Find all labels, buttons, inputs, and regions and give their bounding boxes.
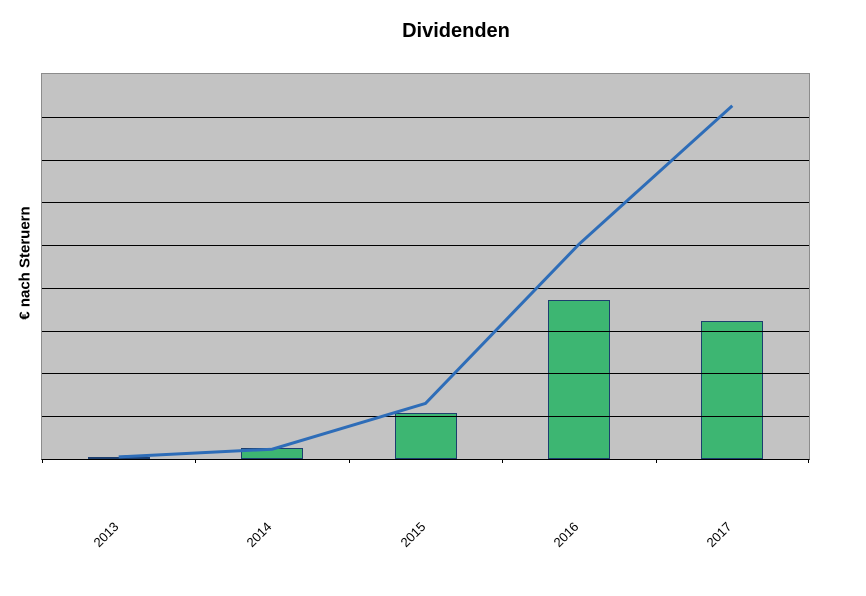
x-tick-label-2014: 2014 [243,519,275,551]
x-axis-tick [502,459,503,463]
x-axis-tick [195,459,196,463]
bar-2017 [701,321,763,459]
line-series [118,104,734,459]
gridline [42,331,809,332]
gridline [42,245,809,246]
gridline [42,202,809,203]
x-axis-tick [656,459,657,463]
gridline [42,416,809,417]
x-tick-label-2013: 2013 [90,519,122,551]
x-axis-tick [349,459,350,463]
gridline [42,373,809,374]
chart-title: Dividenden [402,20,510,42]
x-axis-tick [42,459,43,463]
gridline [42,160,809,161]
bar-2016 [548,300,610,459]
gridline [42,288,809,289]
x-axis-tick [808,459,809,463]
x-tick-label-2016: 2016 [550,519,582,551]
gridline [42,117,809,118]
y-axis-label: € nach Steruern [16,206,34,320]
bar-2015 [395,413,457,459]
plot-area [41,73,810,463]
x-tick-label-2015: 2015 [397,519,429,551]
x-tick-label-2017: 2017 [703,519,735,551]
